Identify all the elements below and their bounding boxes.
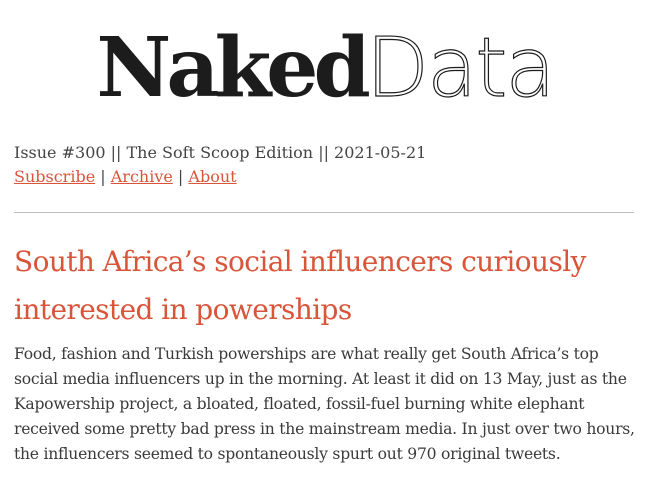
horizontal-divider: [14, 212, 634, 213]
archive-link[interactable]: Archive: [110, 167, 173, 186]
nav-separator: |: [177, 167, 184, 186]
nav-separator: |: [100, 167, 106, 186]
logo-word-naked: Naked: [96, 20, 370, 116]
logo-word-data: Data: [365, 20, 556, 116]
subscribe-link[interactable]: Subscribe: [14, 167, 96, 186]
issue-info: Issue #300 || The Soft Scoop Edition || …: [14, 143, 427, 162]
article-body: Food, fashion and Turkish powerships are…: [14, 345, 635, 463]
article-headline[interactable]: South Africa’s social influencers curiou…: [14, 245, 586, 326]
naked-data-logo[interactable]: NakedData: [0, 18, 650, 118]
newsletter-nav: Subscribe | Archive | About: [14, 166, 237, 188]
about-link[interactable]: About: [188, 167, 237, 186]
